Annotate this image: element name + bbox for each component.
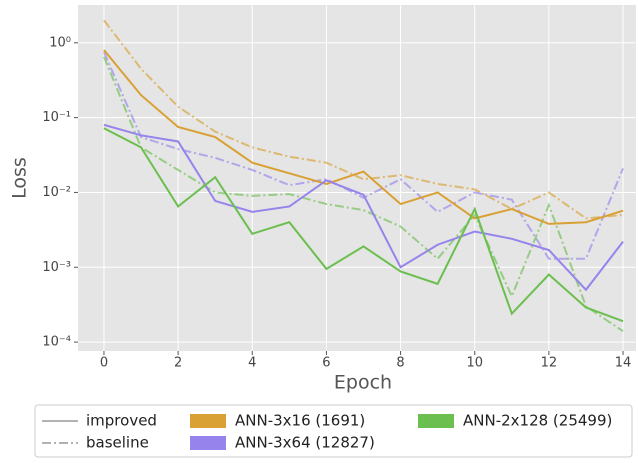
improved-line (103, 123, 624, 292)
legend-label: ANN-2x128 (25499) (463, 412, 612, 430)
improved-line (103, 49, 624, 225)
y-axis-label: Loss (9, 157, 31, 199)
x-tick-label: 4 (248, 356, 256, 371)
baseline-line (103, 19, 624, 220)
x-tick-label: 12 (541, 356, 558, 371)
y-tick-label: 10⁻⁴ (42, 335, 71, 350)
plot-area (78, 5, 636, 351)
legend-style-label: improved (86, 412, 157, 430)
legend-box (34, 404, 633, 458)
legend-swatch (190, 414, 226, 428)
x-tick-label: 2 (174, 356, 182, 371)
baseline-line (103, 51, 624, 260)
x-tick-label: 14 (615, 356, 632, 371)
x-tick-label: 0 (100, 356, 108, 371)
x-tick-label: 10 (466, 356, 483, 371)
x-tick-label: 6 (322, 356, 330, 371)
x-axis-label: Epoch (334, 372, 392, 394)
legend-swatch (418, 414, 454, 428)
y-tick-label: 10⁻¹ (42, 110, 71, 125)
improved-line (103, 127, 624, 323)
x-tick-label: 8 (396, 356, 404, 371)
baseline-line (103, 56, 624, 332)
legend-style-label: baseline (86, 434, 149, 452)
legend-swatch (190, 436, 226, 450)
y-tick-label: 10⁻² (42, 185, 71, 200)
legend-label: ANN-3x16 (1691) (235, 412, 365, 430)
y-tick-label: 10⁻³ (42, 260, 71, 275)
y-tick-label: 10⁰ (49, 35, 71, 50)
legend-label: ANN-3x64 (12827) (235, 434, 375, 452)
